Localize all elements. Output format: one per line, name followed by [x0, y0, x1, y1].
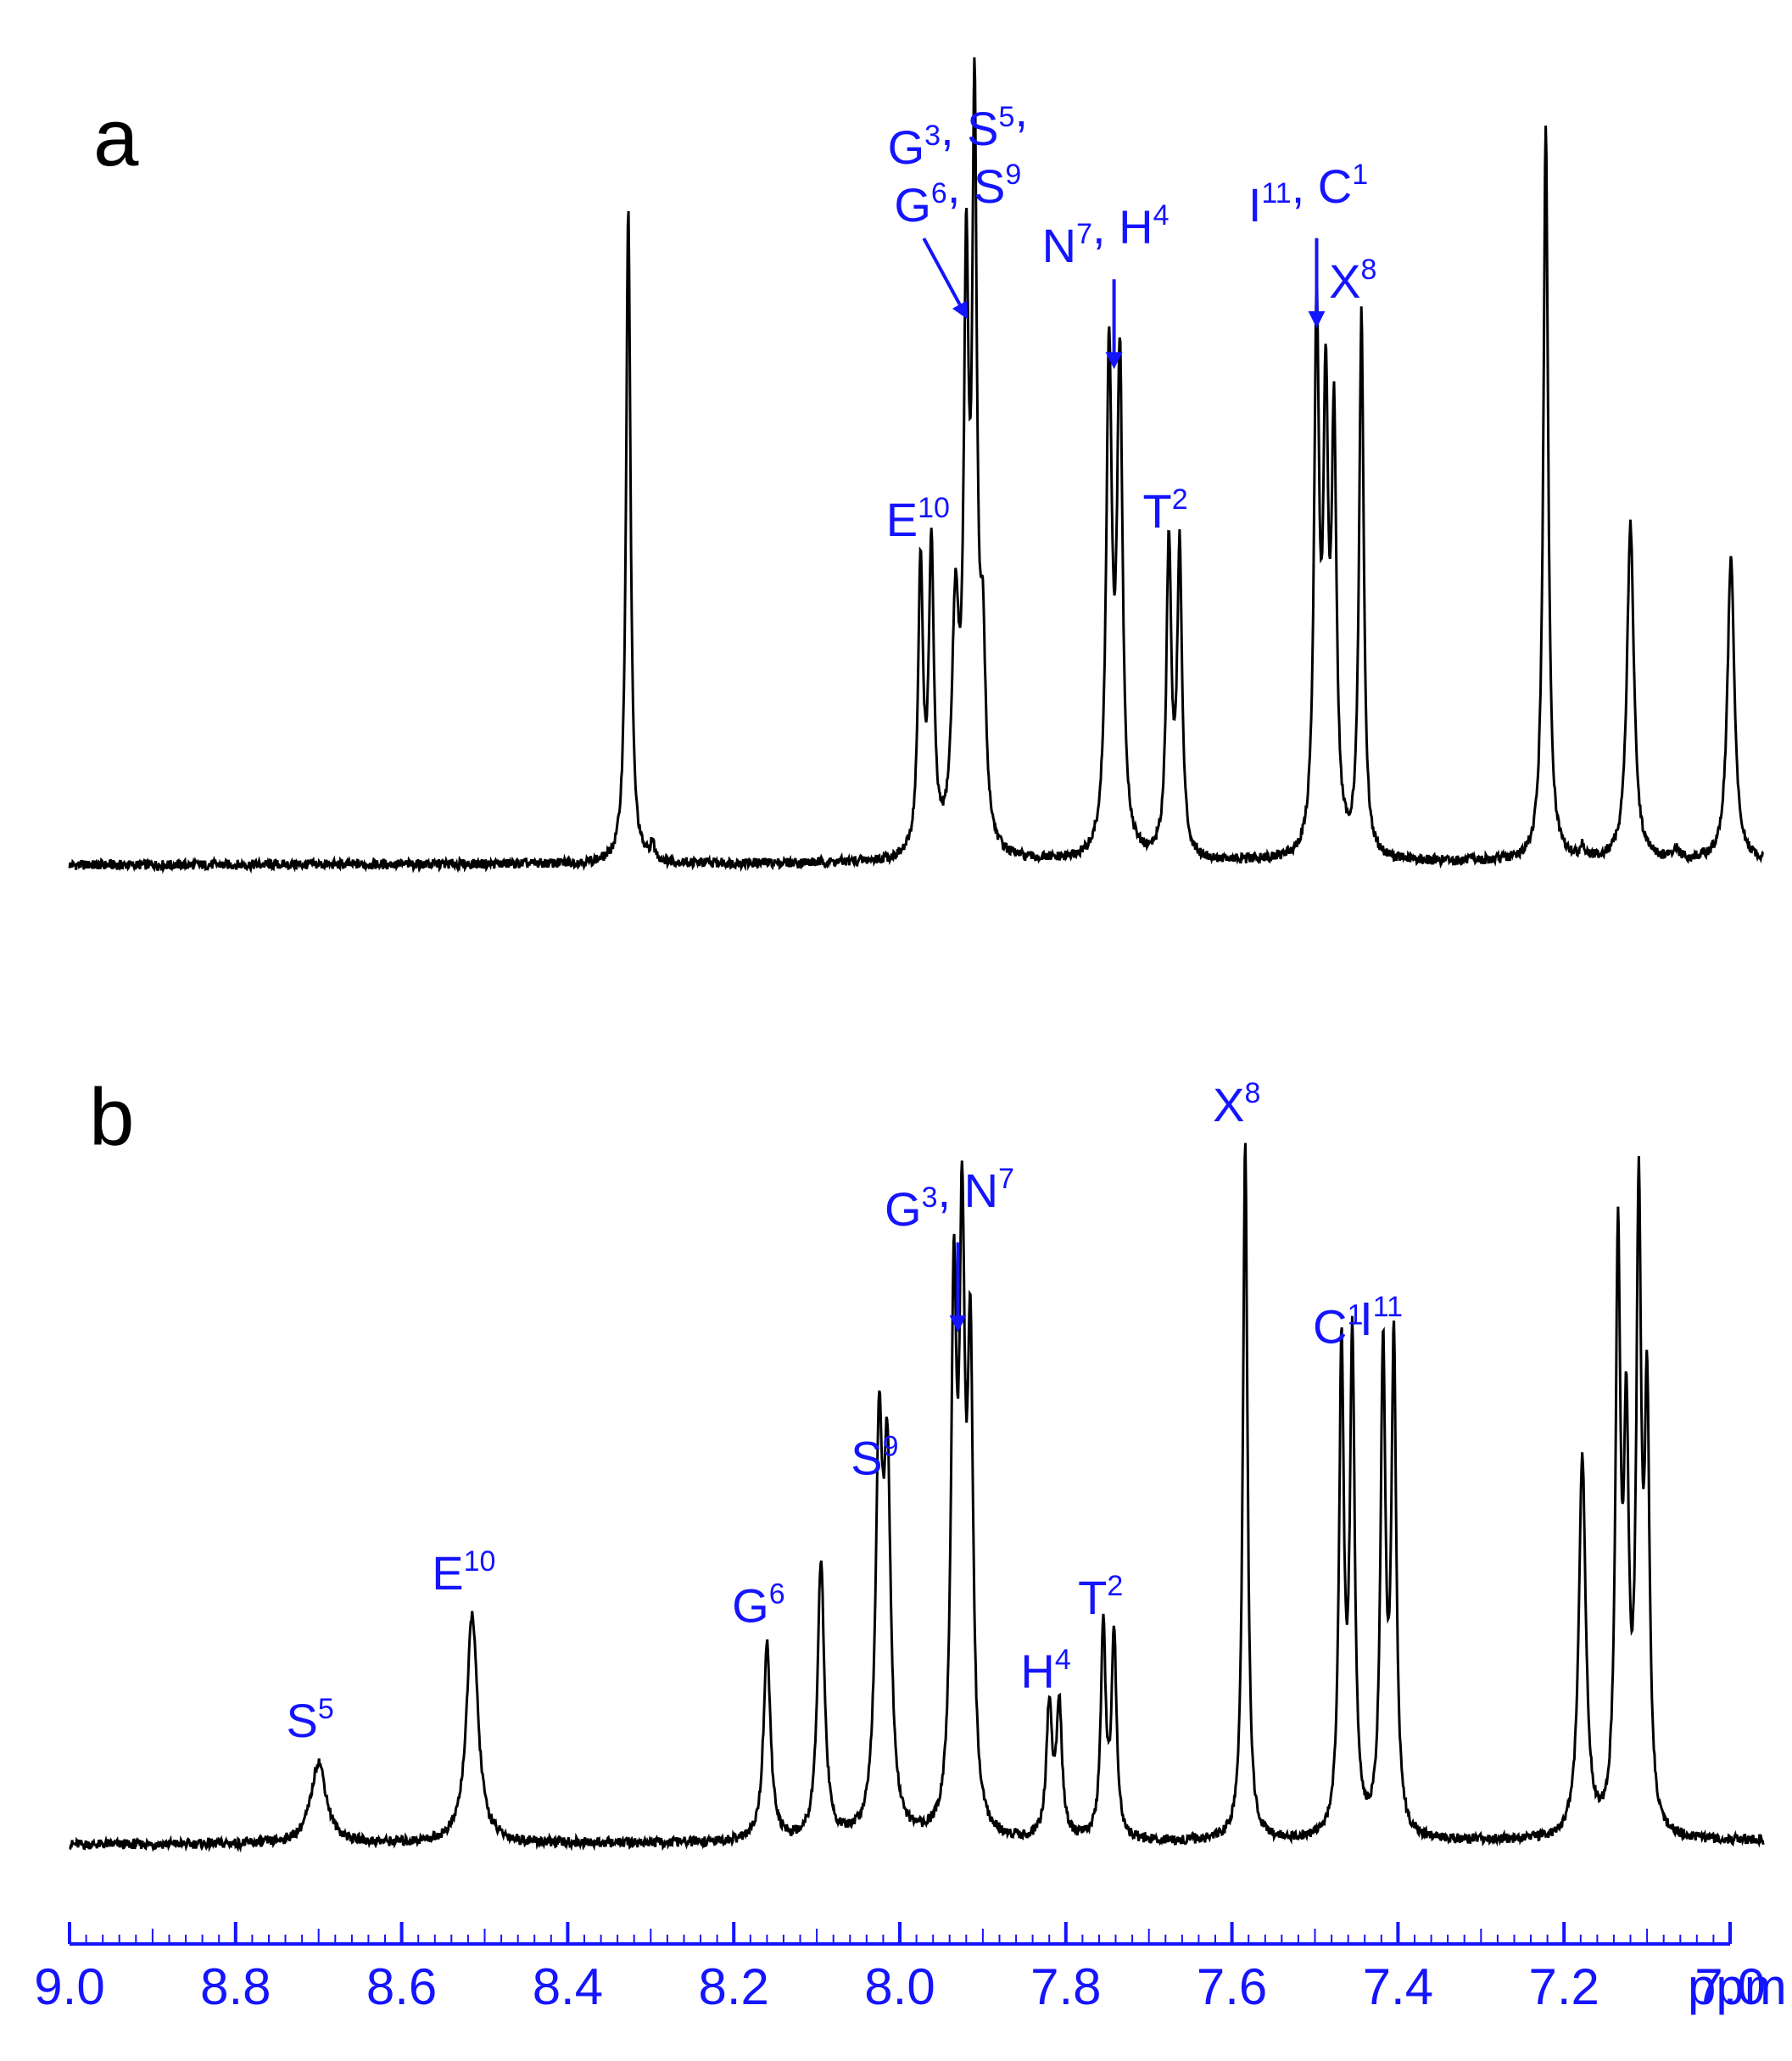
tick-label: 8.0 [864, 1958, 935, 2015]
peak-label: S9 [851, 1430, 898, 1484]
axis-ticks [68, 1922, 1732, 1944]
annotation-arrow [922, 237, 969, 320]
peak-label: C1 [1313, 1299, 1363, 1354]
tick-label: 7.6 [1197, 1958, 1267, 2015]
peak-label: H4 [1020, 1644, 1070, 1698]
axis-unit-label: ppm [1688, 1958, 1787, 2015]
peak-label: E10 [886, 492, 950, 546]
tick-label: 7.8 [1030, 1958, 1101, 2015]
peak-label: G6, S9 [894, 159, 1021, 232]
tick-label: 8.2 [698, 1958, 768, 2015]
tick-label: 9.0 [34, 1958, 104, 2015]
peak-label: E10 [432, 1545, 495, 1600]
peak-label: S5 [287, 1693, 334, 1747]
tick-label: 7.2 [1528, 1958, 1599, 2015]
peak-label: N7, H4 [1042, 199, 1170, 272]
peak-annotations-a: G3, S5,G6, S9 N7, H4 I11, C1 X8 E10 T2 [886, 83, 1377, 546]
peak-label: G3, S5, [888, 83, 1028, 174]
peak-label: I11, C1 [1248, 159, 1368, 232]
spectrum-line-a [68, 57, 1764, 874]
peak-label: G3, N7 [885, 1163, 1014, 1236]
peak-label: T2 [1143, 483, 1188, 538]
tick-label: 7.4 [1363, 1958, 1433, 2015]
peak-label: T2 [1078, 1570, 1123, 1624]
panel-letter-a: a [93, 92, 139, 183]
tick-label: 8.4 [533, 1958, 603, 2015]
panel-a: a G3, S5,G6, S9 N7, H4 I11, C1 X8 E10 T2 [68, 57, 1764, 874]
tick-label: 7.0 [1694, 1958, 1765, 2015]
peak-label: X8 [1213, 1077, 1260, 1131]
axis-tick-labels: 9.0 8.8 8.6 8.4 8.2 8.0 7.8 7.6 7.4 7.2 7.0 [34, 1958, 1765, 2015]
spectrum-line-b [69, 1142, 1765, 1853]
ppm-axis: 9.0 8.8 8.6 8.4 8.2 8.0 7.8 7.6 7.4 7.2 7.0 ppm [34, 1922, 1787, 2015]
peak-label: X8 [1329, 254, 1376, 308]
peak-label: G6 [732, 1578, 784, 1633]
peak-label: I11 [1359, 1291, 1403, 1345]
panel-letter-b: b [89, 1072, 134, 1163]
tick-label: 8.6 [366, 1958, 437, 2015]
tick-label: 8.8 [200, 1958, 271, 2015]
